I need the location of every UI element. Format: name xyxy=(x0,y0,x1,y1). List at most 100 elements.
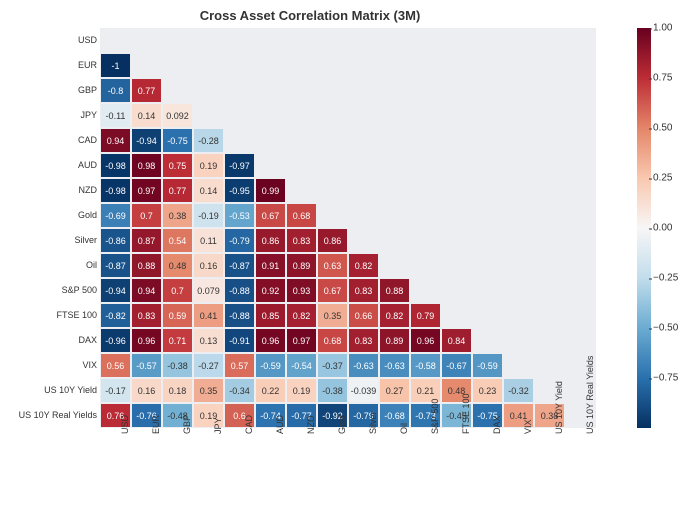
heatmap-cell: -0.87 xyxy=(224,253,255,278)
heatmap-cell: -0.28 xyxy=(193,128,224,153)
heatmap-cell: -0.17 xyxy=(100,378,131,403)
heatmap-cell: 0.092 xyxy=(162,103,193,128)
heatmap-cell: -0.86 xyxy=(100,228,131,253)
heatmap-cell: 0.66 xyxy=(348,303,379,328)
heatmap-cell: 0.19 xyxy=(193,153,224,178)
heatmap-cell: 0.68 xyxy=(317,328,348,353)
y-axis-label: FTSE 100 xyxy=(2,310,97,320)
heatmap-cell: 0.14 xyxy=(131,103,162,128)
colorbar-tick: 0.25 xyxy=(653,173,672,184)
heatmap-cell: -0.75 xyxy=(162,128,193,153)
heatmap-cell: 0.94 xyxy=(100,128,131,153)
heatmap-cell: -0.32 xyxy=(503,378,534,403)
heatmap-cell: 0.27 xyxy=(379,378,410,403)
heatmap-cell: -0.8 xyxy=(100,78,131,103)
heatmap-cell: 0.83 xyxy=(131,303,162,328)
colorbar-tick: 1.00 xyxy=(653,23,672,34)
heatmap-cell: -0.91 xyxy=(224,328,255,353)
heatmap-cell: 0.82 xyxy=(379,303,410,328)
heatmap-cell: -0.97 xyxy=(224,153,255,178)
heatmap-cell: 0.77 xyxy=(162,178,193,203)
heatmap-cell: 0.99 xyxy=(255,178,286,203)
heatmap-cell: 0.92 xyxy=(255,278,286,303)
y-axis-label: Silver xyxy=(2,235,97,245)
heatmap-grid: -1-0.80.77-0.110.140.0920.94-0.94-0.75-0… xyxy=(100,28,596,428)
heatmap-cell: 0.91 xyxy=(255,253,286,278)
heatmap-cell: 0.83 xyxy=(286,228,317,253)
heatmap-cell: 0.85 xyxy=(255,303,286,328)
y-axis-label: AUD xyxy=(2,160,97,170)
y-axis-label: NZD xyxy=(2,185,97,195)
heatmap-cell: 0.96 xyxy=(410,328,441,353)
colorbar-tick: 0.75 xyxy=(653,73,672,84)
x-axis-label: US 10Y Real Yields xyxy=(585,356,595,434)
x-axis-label: GBP xyxy=(182,415,192,434)
heatmap-cell: -0.82 xyxy=(100,303,131,328)
y-axis-label: USD xyxy=(2,35,97,45)
x-axis-label: NZD xyxy=(306,416,316,435)
heatmap-cell: -0.87 xyxy=(100,253,131,278)
heatmap-cell: 0.54 xyxy=(162,228,193,253)
heatmap-cell: 0.67 xyxy=(255,203,286,228)
heatmap-cell: -0.27 xyxy=(193,353,224,378)
heatmap-cell: 0.7 xyxy=(162,278,193,303)
y-axis-label: Gold xyxy=(2,210,97,220)
colorbar-tick: 0.00 xyxy=(653,223,672,234)
heatmap-cell: 0.18 xyxy=(162,378,193,403)
heatmap-cell: -0.63 xyxy=(379,353,410,378)
heatmap-cell: 0.94 xyxy=(131,278,162,303)
x-axis-label: S&P 500 xyxy=(430,399,440,434)
x-axis-label: CAD xyxy=(244,415,254,434)
heatmap-cell: -0.88 xyxy=(224,303,255,328)
heatmap-cell: 0.22 xyxy=(255,378,286,403)
heatmap-cell: 0.41 xyxy=(193,303,224,328)
heatmap-cell: -0.54 xyxy=(286,353,317,378)
heatmap-cell: 0.16 xyxy=(193,253,224,278)
heatmap-cell: -0.94 xyxy=(100,278,131,303)
heatmap-cell: 0.14 xyxy=(193,178,224,203)
y-axis-label: GBP xyxy=(2,85,97,95)
x-axis-label: Oil xyxy=(399,423,409,434)
y-axis-label: Oil xyxy=(2,260,97,270)
heatmap-cell: 0.77 xyxy=(131,78,162,103)
heatmap-cell: -0.59 xyxy=(255,353,286,378)
heatmap-cell: 0.98 xyxy=(131,153,162,178)
x-axis-label: EUR xyxy=(151,415,161,434)
x-axis-label: AUD xyxy=(275,415,285,434)
x-axis-label: USD xyxy=(120,415,130,434)
heatmap-cell: 0.48 xyxy=(162,253,193,278)
heatmap-cell: 0.68 xyxy=(286,203,317,228)
heatmap-cell: 0.88 xyxy=(131,253,162,278)
heatmap-cell: 0.59 xyxy=(162,303,193,328)
heatmap-cell: 0.82 xyxy=(286,303,317,328)
heatmap-cell: 0.93 xyxy=(286,278,317,303)
colorbar-tick: −0.25 xyxy=(653,273,678,284)
heatmap-cell: 0.079 xyxy=(193,278,224,303)
heatmap-cell: 0.89 xyxy=(286,253,317,278)
heatmap-cell: 0.23 xyxy=(472,378,503,403)
y-axis-label: DAX xyxy=(2,335,97,345)
heatmap-cell: 0.83 xyxy=(348,278,379,303)
heatmap-cell: -0.57 xyxy=(131,353,162,378)
heatmap-cell: -0.34 xyxy=(224,378,255,403)
y-axis-label: EUR xyxy=(2,60,97,70)
x-axis-label: Gold xyxy=(337,415,347,434)
heatmap-cell: 0.86 xyxy=(255,228,286,253)
x-axis-label: Silver xyxy=(368,411,378,434)
y-axis-label: US 10Y Yield xyxy=(2,385,97,395)
heatmap-cell: -0.67 xyxy=(441,353,472,378)
heatmap-cell: -0.96 xyxy=(100,328,131,353)
heatmap-cell: -0.98 xyxy=(100,153,131,178)
heatmap-cell: 0.75 xyxy=(162,153,193,178)
heatmap-cell: 0.63 xyxy=(317,253,348,278)
heatmap-cell: 0.71 xyxy=(162,328,193,353)
heatmap-cell: 0.96 xyxy=(255,328,286,353)
heatmap-cell: -0.19 xyxy=(193,203,224,228)
heatmap-cell: -0.79 xyxy=(224,228,255,253)
heatmap-cell: 0.97 xyxy=(286,328,317,353)
heatmap-cell: 0.16 xyxy=(131,378,162,403)
heatmap-cell: 0.13 xyxy=(193,328,224,353)
heatmap-cell: -0.38 xyxy=(162,353,193,378)
x-axis-label: US 10Y Yield xyxy=(554,381,564,434)
heatmap-cell: -0.63 xyxy=(348,353,379,378)
